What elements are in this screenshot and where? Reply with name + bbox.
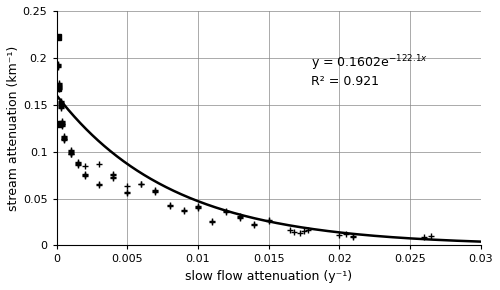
X-axis label: slow flow attenuation (y⁻¹): slow flow attenuation (y⁻¹)	[185, 270, 352, 283]
Text: y = 0.1602e$^{-122.1x}$
R² = 0.921: y = 0.1602e$^{-122.1x}$ R² = 0.921	[311, 53, 428, 88]
Y-axis label: stream attenuation (km⁻¹): stream attenuation (km⁻¹)	[7, 46, 20, 211]
